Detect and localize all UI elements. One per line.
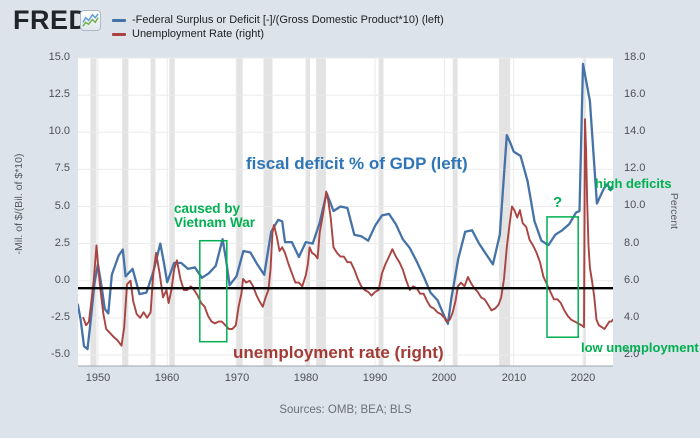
x-axis-tick-label: 2010 <box>501 372 527 384</box>
left-axis-tick-label: 15.0 <box>48 51 70 63</box>
recession-band <box>305 58 310 366</box>
left-axis-tick-label: -2.5 <box>51 311 70 323</box>
annotation-vietnam-war: caused by Vietnam War <box>174 201 256 230</box>
right-axis-tick-label: 10.0 <box>624 199 646 211</box>
left-axis-title: -Mil. of $/(Bil. of $*10) <box>13 153 25 255</box>
fred-logo-text: FRED <box>13 5 89 35</box>
right-axis-tick-label: 2.0 <box>624 348 640 360</box>
right-axis-tick-label: 8.0 <box>624 237 640 249</box>
legend-item-deficit[interactable]: -Federal Surplus or Deficit [-]/(Gross D… <box>112 13 444 27</box>
recession-band <box>169 58 175 366</box>
right-axis-tick-label: 16.0 <box>624 88 646 100</box>
x-axis-tick-label: 1970 <box>224 372 250 384</box>
left-axis-tick-label: 2.5 <box>54 237 70 249</box>
annotation-question-mark: ? <box>553 194 563 211</box>
right-axis-tick-label: 18.0 <box>624 51 646 63</box>
legend-line-swatch-deficit <box>112 18 126 22</box>
right-axis-tick-label: 4.0 <box>624 311 640 323</box>
left-axis-tick-label: 0.0 <box>54 274 70 286</box>
left-axis-tick-label: 5.0 <box>54 200 70 212</box>
x-axis-tick-label: 2020 <box>570 372 596 384</box>
right-axis-tick-label: 6.0 <box>624 274 640 286</box>
recession-band <box>263 58 273 366</box>
right-axis-tick-label: 12.0 <box>624 162 646 174</box>
x-axis-tick-label: 1990 <box>362 372 388 384</box>
legend-label-deficit: -Federal Surplus or Deficit [-]/(Gross D… <box>132 14 444 26</box>
fred-sparkline-icon <box>80 10 101 31</box>
sources-note: Sources: OMB; BEA; BLS <box>279 404 412 416</box>
left-axis-tick-label: 12.5 <box>48 88 70 100</box>
left-axis-tick-label: 10.0 <box>48 125 70 137</box>
x-axis-tick-label: 1950 <box>85 372 111 384</box>
annotation-low-unemployment: low unemployment <box>581 340 699 355</box>
recession-band <box>378 58 384 366</box>
annotation-box-question-box <box>546 216 579 338</box>
left-axis-tick-label: 7.5 <box>54 162 70 174</box>
legend-label-unemployment: Unemployment Rate (right) <box>132 28 265 40</box>
annotation-fiscal-deficit: fiscal deficit % of GDP (left) <box>246 154 468 173</box>
recession-band <box>122 58 129 366</box>
annotation-high-deficits: high deficits <box>595 176 672 191</box>
recession-band <box>150 58 156 366</box>
right-axis-tick-label: 14.0 <box>624 125 646 137</box>
x-axis-tick-label: 1960 <box>154 372 180 384</box>
recession-band <box>90 58 97 366</box>
chart-legend: -Federal Surplus or Deficit [-]/(Gross D… <box>112 13 444 41</box>
legend-line-swatch-unemployment <box>112 32 126 36</box>
legend-item-unemployment[interactable]: Unemployment Rate (right) <box>112 27 444 41</box>
recession-band <box>452 58 458 366</box>
annotation-unemployment-rate: unemployment rate (right) <box>233 343 444 362</box>
series-line-unemployment <box>82 118 613 347</box>
x-axis-tick-label: 2000 <box>431 372 457 384</box>
annotation-box-vietnam-war-box <box>199 239 228 343</box>
series-line-deficit <box>78 62 613 351</box>
recession-band <box>499 58 511 366</box>
left-axis-tick-label: -5.0 <box>51 348 70 360</box>
x-axis-tick-label: 1980 <box>293 372 319 384</box>
recession-band <box>235 58 243 366</box>
